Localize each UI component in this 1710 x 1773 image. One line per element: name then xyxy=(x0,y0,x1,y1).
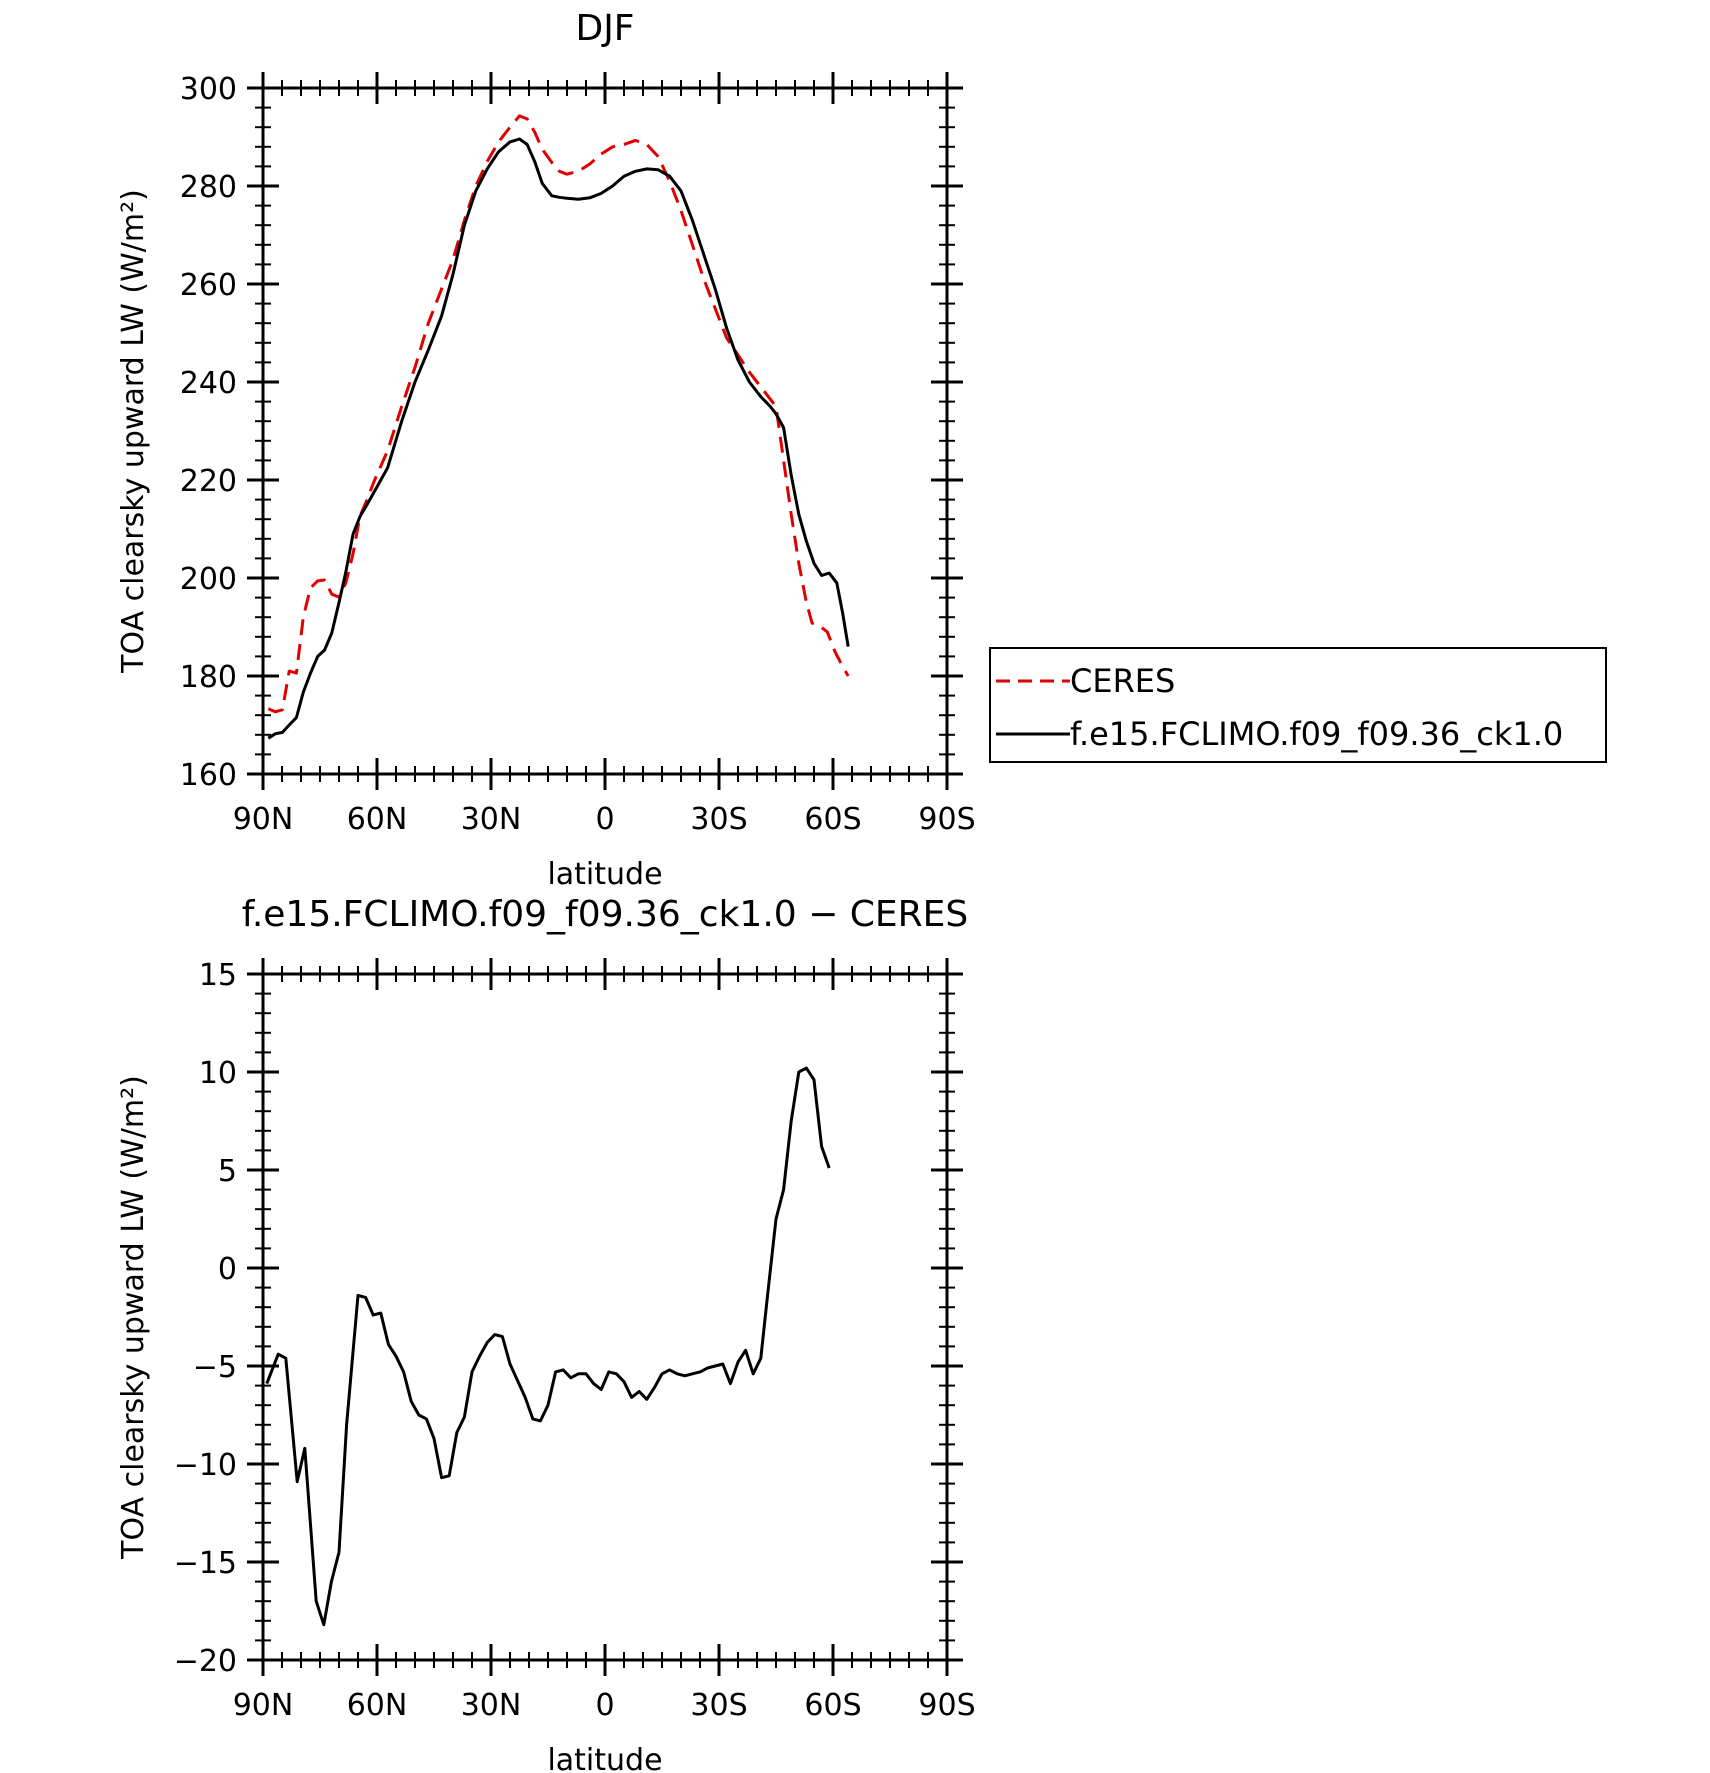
zonal-mean-panel: DJF 90N 60N 30N 0 30S 60S 90S 160 180 200 220 240 26… xyxy=(116,8,976,892)
y-tick-label: 200 xyxy=(180,562,237,597)
y-axis-label: TOA clearsky upward LW (W/m²) xyxy=(116,189,151,674)
series-layer xyxy=(265,1066,831,1627)
x-tick-label: 90N xyxy=(233,1688,294,1723)
y-tick-label: −15 xyxy=(174,1546,237,1581)
y-tick-label: 5 xyxy=(218,1154,237,1189)
y-tick-label: 300 xyxy=(180,72,237,107)
x-tick-label: 30N xyxy=(461,1688,522,1723)
x-tick-label: 60S xyxy=(804,802,861,837)
series-line-0 xyxy=(267,114,850,714)
series-line-1 xyxy=(267,137,850,740)
y-tick-label: 260 xyxy=(180,268,237,303)
plot-frame xyxy=(261,972,949,1662)
series-layer xyxy=(267,114,850,740)
y-tick-label: 180 xyxy=(180,660,237,695)
legend-entry-ceres: CERES xyxy=(1070,662,1175,700)
x-axis-label: latitude xyxy=(547,857,662,892)
chart-title: f.e15.FCLIMO.f09_f09.36_ck1.0 − CERES xyxy=(242,894,968,935)
y-tick-label: 160 xyxy=(180,758,237,793)
x-tick-label: 0 xyxy=(595,802,614,837)
y-tick-label: −10 xyxy=(174,1448,237,1483)
difference-panel: f.e15.FCLIMO.f09_f09.36_ck1.0 − CERES 90… xyxy=(116,894,976,1773)
x-tick-label: 60N xyxy=(347,1688,408,1723)
x-tick-label: 90N xyxy=(233,802,294,837)
x-tick-label: 60N xyxy=(347,802,408,837)
y-tick-label: 15 xyxy=(199,958,237,993)
x-tick-label: 0 xyxy=(595,1688,614,1723)
x-tick-label: 90S xyxy=(918,802,975,837)
legend-box xyxy=(989,647,1607,763)
x-tick-label: 30S xyxy=(690,802,747,837)
y-tick-label: 0 xyxy=(218,1252,237,1287)
legend-entry-model: f.e15.FCLIMO.f09_f09.36_ck1.0 xyxy=(1070,715,1563,753)
chart-title: DJF xyxy=(575,8,634,49)
y-tick-label: 220 xyxy=(180,464,237,499)
x-tick-label: 60S xyxy=(804,1688,861,1723)
plot-frame xyxy=(261,86,949,776)
legend: CERES f.e15.FCLIMO.f09_f09.36_ck1.0 xyxy=(989,647,1607,763)
series-line-0 xyxy=(265,1066,831,1627)
x-axis-label: latitude xyxy=(547,1743,662,1773)
ticks-layer: 90N 60N 30N 0 30S 60S 90S 160 180 200 220 240 260 280… xyxy=(180,72,976,837)
y-tick-label: 10 xyxy=(199,1056,237,1091)
y-axis-label: TOA clearsky upward LW (W/m²) xyxy=(116,1075,151,1560)
y-tick-label: −5 xyxy=(193,1350,237,1385)
x-tick-label: 30S xyxy=(690,1688,747,1723)
y-tick-label: −20 xyxy=(174,1644,237,1679)
y-tick-label: 240 xyxy=(180,366,237,401)
y-tick-label: 280 xyxy=(180,170,237,205)
x-tick-label: 90S xyxy=(918,1688,975,1723)
x-tick-label: 30N xyxy=(461,802,522,837)
